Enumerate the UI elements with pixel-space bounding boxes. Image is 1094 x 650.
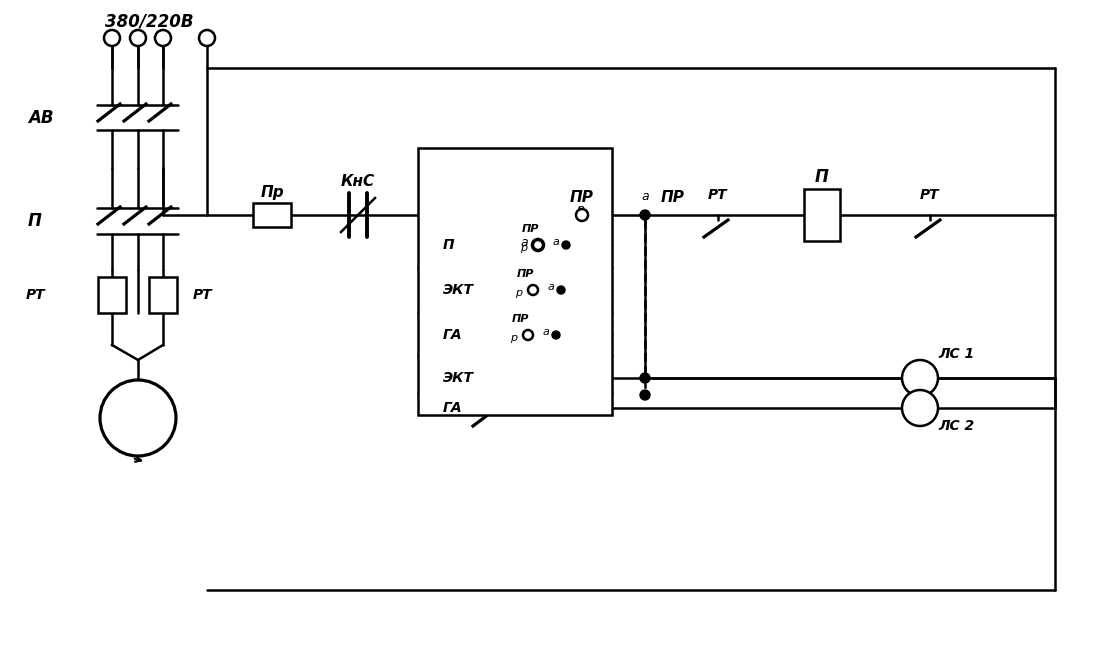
- Text: ПР: ПР: [661, 190, 685, 205]
- Bar: [253, 203, 291, 227]
- Circle shape: [100, 380, 176, 456]
- Text: КнС: КнС: [341, 174, 375, 188]
- Bar: [98, 277, 126, 313]
- Text: а: а: [552, 237, 559, 247]
- Circle shape: [577, 209, 587, 221]
- Circle shape: [533, 240, 543, 250]
- Text: П: П: [443, 238, 455, 252]
- Text: а: а: [548, 282, 555, 292]
- Text: ПР: ПР: [570, 190, 594, 205]
- Circle shape: [523, 330, 533, 340]
- Circle shape: [557, 286, 565, 294]
- Text: РТ: РТ: [920, 188, 940, 202]
- Text: РТ: РТ: [25, 288, 45, 302]
- Text: РТ: РТ: [708, 188, 728, 202]
- Text: ПР: ПР: [511, 314, 528, 324]
- Text: а: а: [520, 237, 527, 250]
- Text: АВ: АВ: [28, 109, 54, 127]
- Circle shape: [104, 30, 120, 46]
- Circle shape: [199, 30, 216, 46]
- Circle shape: [528, 285, 538, 295]
- Text: а: а: [641, 190, 649, 203]
- Text: ГА: ГА: [443, 401, 463, 415]
- Circle shape: [155, 30, 171, 46]
- Circle shape: [901, 360, 938, 396]
- Text: ПР: ПР: [522, 224, 538, 234]
- Text: РТ: РТ: [193, 288, 212, 302]
- Text: ГА: ГА: [443, 328, 463, 342]
- Text: ЛС 1: ЛС 1: [938, 347, 974, 361]
- Text: Д: Д: [129, 408, 147, 428]
- Text: П: П: [28, 212, 42, 230]
- Bar: [418, 148, 612, 415]
- Circle shape: [901, 390, 938, 426]
- Text: Пр: Пр: [260, 185, 283, 200]
- Circle shape: [532, 239, 544, 251]
- Circle shape: [552, 331, 560, 339]
- Circle shape: [130, 30, 146, 46]
- Circle shape: [562, 241, 570, 249]
- Text: ЭКТ: ЭКТ: [443, 371, 474, 385]
- Text: ЭКТ: ЭКТ: [443, 283, 474, 297]
- Text: р: р: [515, 288, 523, 298]
- Text: р: р: [511, 333, 517, 343]
- Text: 380/220В: 380/220В: [105, 13, 194, 31]
- Text: ЛС 2: ЛС 2: [938, 419, 974, 433]
- Bar: [149, 277, 177, 313]
- Circle shape: [640, 390, 650, 400]
- Text: а: а: [543, 327, 549, 337]
- Circle shape: [640, 373, 650, 383]
- Bar: [804, 189, 840, 241]
- Text: КнП: КнП: [444, 172, 480, 187]
- Text: П: П: [815, 168, 829, 186]
- Circle shape: [640, 210, 650, 220]
- Text: р: р: [521, 243, 527, 253]
- Text: р: р: [577, 203, 584, 216]
- Text: ПР: ПР: [516, 269, 534, 279]
